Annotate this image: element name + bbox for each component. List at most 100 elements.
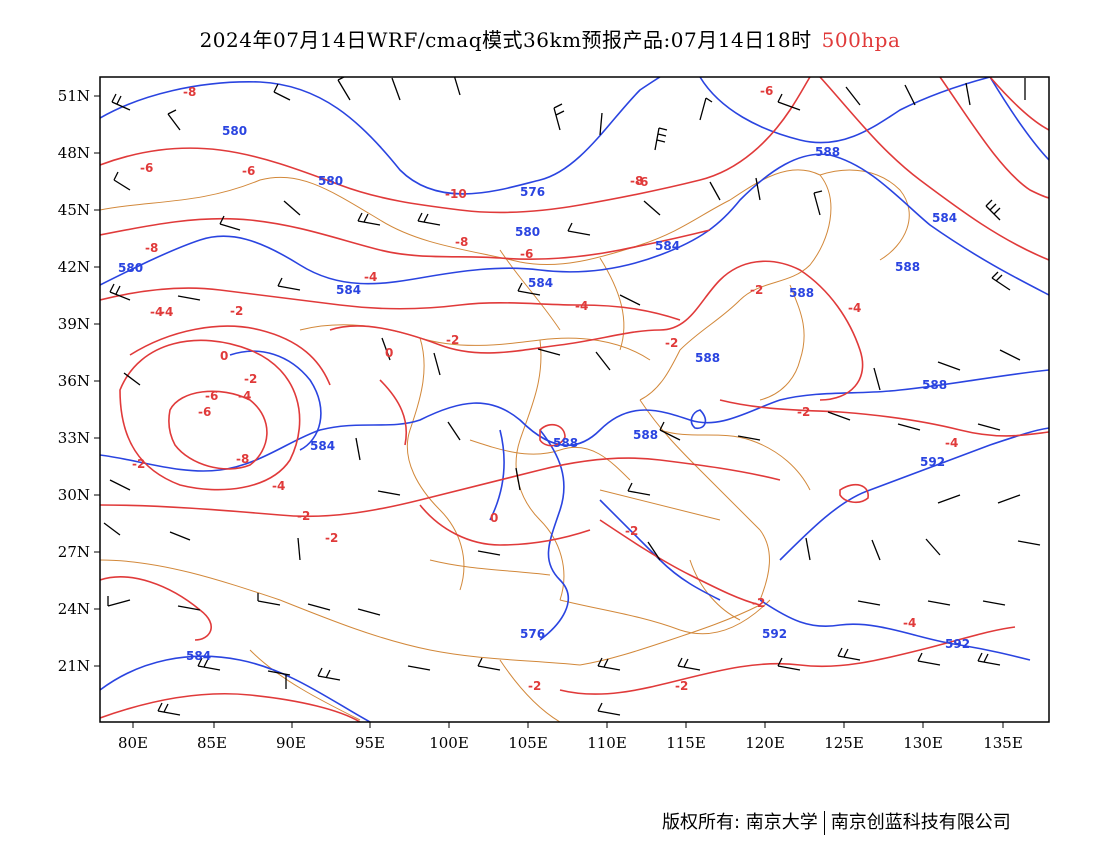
height-label: 584: [336, 283, 361, 297]
lat-tick-label: 45N: [58, 201, 90, 219]
temp-label: -4: [150, 305, 163, 319]
wind-barb: [197, 657, 221, 671]
lon-tick-label: 85E: [197, 734, 227, 752]
footer-divider: [823, 811, 825, 835]
wind-barb: [297, 537, 301, 561]
lon-tick-label: 90E: [276, 734, 306, 752]
wind-barb: [597, 657, 621, 671]
wind-barb: [257, 593, 281, 606]
wind-barb: [985, 199, 1001, 221]
wind-barb: [805, 537, 811, 561]
temperature-contour-labels: -8 -6 -6 -8 -10 -8 -8 -6 -6 -4 -4 -2 -2 …: [132, 84, 958, 693]
height-label: 580: [222, 124, 247, 138]
height-label: 588: [895, 260, 920, 274]
wind-barb: [597, 702, 621, 716]
temp-label: -4: [364, 270, 377, 284]
height-contours: [100, 77, 1049, 722]
temp-label: -6: [760, 84, 773, 98]
temp-label: -2: [325, 531, 338, 545]
height-label: 588: [789, 286, 814, 300]
wind-barb: [517, 282, 541, 296]
pressure-level-label: 500hpa: [821, 28, 901, 52]
wind-barb: [219, 215, 241, 231]
temp-label: -8: [145, 241, 158, 255]
wind-barb: [857, 600, 881, 606]
wind-barb: [177, 295, 201, 301]
temp-label: -4: [903, 616, 916, 630]
latitude-labels: 51N 48N 45N 42N 39N 36N 33N 30N 27N 24N …: [58, 87, 90, 675]
wind-barb: [381, 337, 391, 361]
wind-barb: [659, 421, 681, 441]
temp-label: -8: [455, 235, 468, 249]
wind-barb: [677, 657, 701, 671]
lat-tick-label: 27N: [58, 543, 90, 561]
lat-tick-label: 39N: [58, 315, 90, 333]
lon-tick-label: 80E: [118, 734, 148, 752]
lon-tick-label: 135E: [983, 734, 1023, 752]
boundary-lines: [100, 169, 910, 722]
lon-tick-label: 130E: [903, 734, 943, 752]
temp-label: -2: [230, 304, 243, 318]
wind-barb: [417, 212, 441, 226]
wind-barb: [553, 103, 565, 131]
wind-barb: [627, 482, 651, 496]
wind-barb: [904, 84, 916, 106]
wind-barb: [337, 77, 351, 101]
wind-barb: [1017, 540, 1041, 546]
axis-ticks: [94, 95, 1004, 728]
wind-barb: [109, 283, 131, 301]
temp-label: 0: [385, 346, 393, 360]
lon-tick-label: 110E: [587, 734, 627, 752]
temp-label: -2: [665, 336, 678, 350]
wind-barb: [537, 348, 561, 356]
lat-tick-label: 24N: [58, 600, 90, 618]
height-label: 580: [318, 174, 343, 188]
height-label: 584: [528, 276, 553, 290]
temp-label: -6: [140, 161, 153, 175]
height-label: 592: [945, 637, 970, 651]
longitude-labels: 80E 85E 90E 95E 100E 105E 110E 115E 120E…: [118, 734, 1023, 752]
temp-label: 0: [490, 511, 498, 525]
lat-tick-label: 51N: [58, 87, 90, 105]
wind-barb: [977, 423, 1001, 431]
wind-barb: [357, 608, 381, 616]
temp-label: -4: [945, 436, 958, 450]
wind-barb: [433, 352, 441, 376]
wind-barb: [991, 271, 1011, 291]
temp-label: -6: [198, 405, 211, 419]
wind-barb: [477, 550, 501, 556]
temp-label: -2: [297, 509, 310, 523]
wind-barb: [997, 494, 1021, 504]
temp-label: -8: [236, 452, 249, 466]
lon-tick-label: 105E: [508, 734, 548, 752]
title-main: 2024年07月14日WRF/cmaq模式36km预报产品:07月14日18时: [199, 28, 812, 52]
wind-barb: [737, 435, 761, 441]
wind-barb: [871, 539, 881, 561]
wind-barb: [111, 93, 131, 111]
wind-barb: [827, 411, 851, 421]
temp-label: -2: [752, 596, 765, 610]
height-label: 580: [515, 225, 540, 239]
wind-barb: [999, 349, 1021, 361]
wind-barb: [123, 372, 141, 386]
temp-label: -2: [244, 372, 257, 386]
lon-tick-label: 120E: [745, 734, 785, 752]
wind-barb: [777, 657, 801, 671]
wind-barb: [113, 171, 131, 191]
wind-barb: [357, 212, 381, 226]
temp-label: -4: [575, 299, 588, 313]
wind-barb: [982, 600, 1006, 606]
copyright-owner: 版权所有: 南京大学: [662, 812, 818, 833]
temp-label: -10: [445, 187, 467, 201]
wind-barb: [515, 467, 521, 491]
wind-barb: [267, 670, 291, 689]
height-label: 588: [695, 351, 720, 365]
temp-label: -8: [183, 85, 196, 99]
height-label: 588: [633, 428, 658, 442]
temp-label: 0: [220, 349, 228, 363]
height-label: 576: [520, 627, 545, 641]
wind-barb: [177, 605, 201, 611]
lat-tick-label: 42N: [58, 258, 90, 276]
temp-label: -8: [630, 174, 643, 188]
